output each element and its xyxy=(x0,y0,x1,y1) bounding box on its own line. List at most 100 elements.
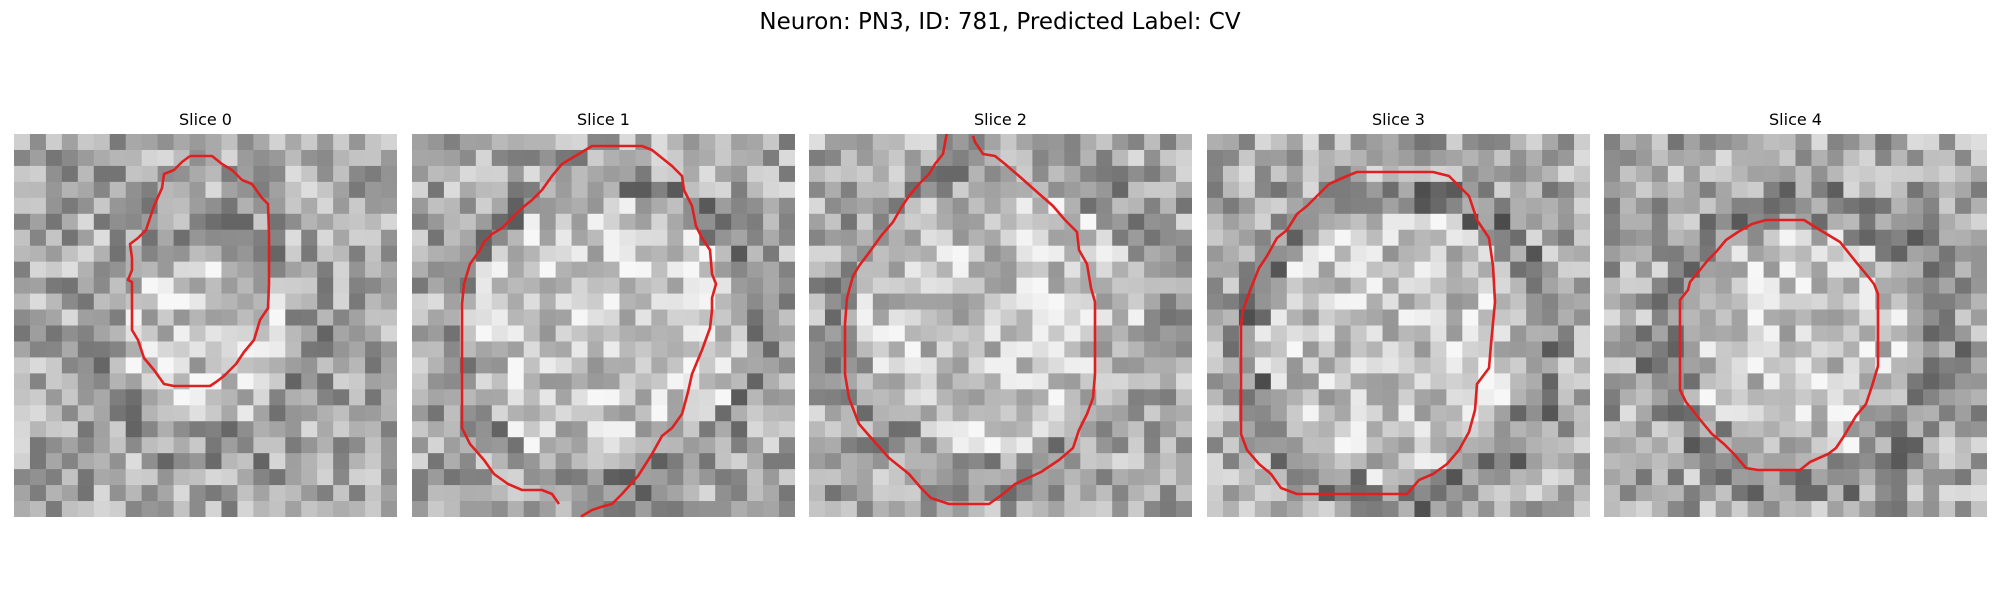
pixel-cell xyxy=(1286,181,1304,199)
pixel-cell xyxy=(349,261,366,279)
pixel-cell xyxy=(443,469,461,486)
pixel-cell xyxy=(1699,261,1717,279)
pixel-cell xyxy=(904,341,922,359)
pixel-cell xyxy=(872,421,890,438)
pixel-cell xyxy=(936,469,954,486)
slice-panel-4: Slice 4 xyxy=(1604,108,1987,517)
pixel-cell xyxy=(1048,405,1065,422)
pixel-cell xyxy=(1907,325,1924,343)
pixel-cell xyxy=(523,245,541,263)
pixel-cell xyxy=(1715,213,1733,231)
pixel-cell xyxy=(93,373,111,390)
pixel-cell xyxy=(1494,165,1511,183)
pixel-cell xyxy=(333,134,350,151)
pixel-cell xyxy=(747,437,764,454)
pixel-cell xyxy=(269,437,286,454)
pixel-cell xyxy=(904,485,922,502)
pixel-cell xyxy=(779,325,795,343)
pixel-cell xyxy=(920,229,938,247)
pixel-cell xyxy=(1398,277,1416,295)
pixel-cell xyxy=(667,421,684,438)
pixel-cell xyxy=(936,357,954,374)
pixel-cell xyxy=(1526,325,1543,343)
pixel-cell xyxy=(571,485,589,502)
pixel-cell xyxy=(1859,229,1876,247)
pixel-cell xyxy=(809,421,826,438)
pixel-cell xyxy=(1811,229,1829,247)
pixel-cell xyxy=(1875,134,1892,151)
pixel-cell xyxy=(888,341,906,359)
pixel-cell xyxy=(1064,389,1081,406)
pixel-cell xyxy=(1160,229,1177,247)
pixel-cell xyxy=(1558,341,1575,359)
pixel-cell xyxy=(173,149,191,167)
pixel-cell xyxy=(1619,261,1637,279)
pixel-cell xyxy=(1827,277,1844,295)
pixel-cell xyxy=(1667,197,1685,215)
pixel-cell xyxy=(45,277,63,295)
pixel-cell xyxy=(1875,181,1892,199)
pixel-cell xyxy=(1542,469,1559,486)
pixel-cell xyxy=(365,181,382,199)
pixel-cell xyxy=(1875,469,1892,486)
pixel-cell xyxy=(809,437,826,454)
pixel-cell xyxy=(824,213,842,231)
pixel-cell xyxy=(61,261,79,279)
pixel-cell xyxy=(1955,213,1972,231)
pixel-cell xyxy=(333,437,350,454)
pixel-cell xyxy=(1955,389,1972,406)
pixel-cell xyxy=(715,405,732,422)
pixel-cell xyxy=(1350,357,1368,374)
pixel-cell xyxy=(603,437,621,454)
pixel-cell xyxy=(539,197,557,215)
pixel-cell xyxy=(984,437,1002,454)
pixel-cell xyxy=(45,229,63,247)
pixel-cell xyxy=(1032,277,1049,295)
pixel-cell xyxy=(840,197,858,215)
pixel-cell xyxy=(1398,389,1416,406)
pixel-cell xyxy=(221,453,239,470)
pixel-cell xyxy=(1971,293,1987,311)
pixel-cell xyxy=(1558,134,1575,151)
pixel-cell xyxy=(205,261,223,279)
pixel-cell xyxy=(317,341,334,359)
pixel-cell xyxy=(1398,437,1416,454)
pixel-cell xyxy=(1811,469,1829,486)
pixel-cell xyxy=(221,277,239,295)
pixel-cell xyxy=(1112,213,1129,231)
pixel-cell xyxy=(317,277,334,295)
pixel-cell xyxy=(1414,134,1432,151)
pixel-cell xyxy=(1382,245,1400,263)
pixel-cell xyxy=(667,437,684,454)
pixel-cell xyxy=(285,261,302,279)
pixel-cell xyxy=(587,197,605,215)
pixel-cell xyxy=(1286,261,1304,279)
pixel-cell xyxy=(888,309,906,327)
pixel-cell xyxy=(1827,261,1844,279)
pixel-cell xyxy=(1891,277,1908,295)
pixel-cell xyxy=(1795,325,1813,343)
pixel-cell xyxy=(333,261,350,279)
pixel-cell xyxy=(1000,501,1018,517)
pixel-cell xyxy=(1604,421,1621,438)
pixel-cell xyxy=(1398,453,1416,470)
pixel-cell xyxy=(507,134,525,151)
pixel-cell xyxy=(1096,389,1113,406)
pixel-cell xyxy=(779,229,795,247)
slice-title-3: Slice 3 xyxy=(1372,110,1425,129)
pixel-cell xyxy=(763,389,780,406)
pixel-cell xyxy=(1366,229,1384,247)
pixel-cell xyxy=(1574,341,1590,359)
slice-title-2: Slice 2 xyxy=(974,110,1027,129)
pixel-cell xyxy=(173,405,191,422)
pixel-cell xyxy=(507,341,525,359)
pixel-cell xyxy=(984,309,1002,327)
slice-image-4 xyxy=(1604,134,1987,517)
pixel-cell xyxy=(333,229,350,247)
pixel-cell xyxy=(1318,245,1336,263)
pixel-cell xyxy=(715,357,732,374)
pixel-cell xyxy=(1747,149,1765,167)
pixel-cell xyxy=(1526,261,1543,279)
pixel-cell xyxy=(651,245,668,263)
pixel-cell xyxy=(1891,453,1908,470)
